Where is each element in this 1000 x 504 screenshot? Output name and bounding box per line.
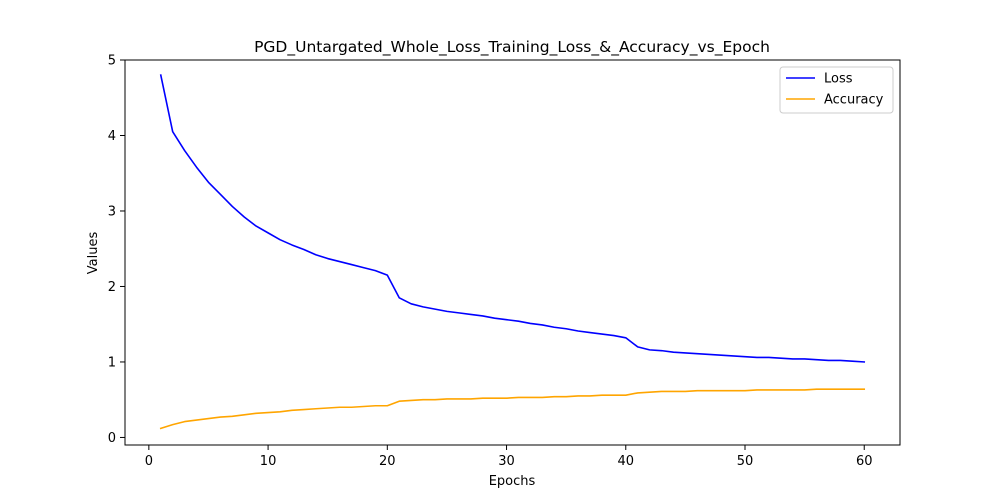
series-line-accuracy: [159, 388, 866, 430]
x-axis-label: Epochs: [489, 474, 536, 489]
x-tick-label: 50: [737, 454, 754, 469]
y-tick-label: 2: [108, 280, 116, 295]
series-group: [159, 74, 866, 430]
x-tick-label: 20: [379, 454, 396, 469]
y-tick-label: 1: [108, 355, 116, 370]
x-tick-label: 60: [856, 454, 873, 469]
y-tick-label: 0: [108, 431, 116, 446]
plot-area: [124, 59, 901, 446]
y-axis-label: Values: [86, 232, 101, 275]
y-axis: 0 1 2 3 4 5: [108, 54, 125, 446]
y-tick-label: 4: [108, 129, 116, 144]
legend: Loss Accuracy: [779, 66, 894, 114]
legend-label-loss: Loss: [824, 72, 853, 87]
y-tick-label: 3: [108, 204, 116, 219]
x-tick-label: 0: [145, 454, 153, 469]
legend-label-accuracy: Accuracy: [824, 93, 884, 108]
y-tick-label: 5: [108, 54, 116, 69]
plot-frame: [124, 59, 901, 446]
x-tick-label: 10: [260, 454, 277, 469]
x-tick-label: 40: [617, 454, 634, 469]
x-tick-label: 30: [498, 454, 515, 469]
chart-title: PGD_Untargated_Whole_Loss_Training_Loss_…: [254, 38, 770, 57]
series-line-loss: [159, 74, 866, 363]
x-axis: 0 10 20 30 40 50 60: [145, 445, 873, 469]
